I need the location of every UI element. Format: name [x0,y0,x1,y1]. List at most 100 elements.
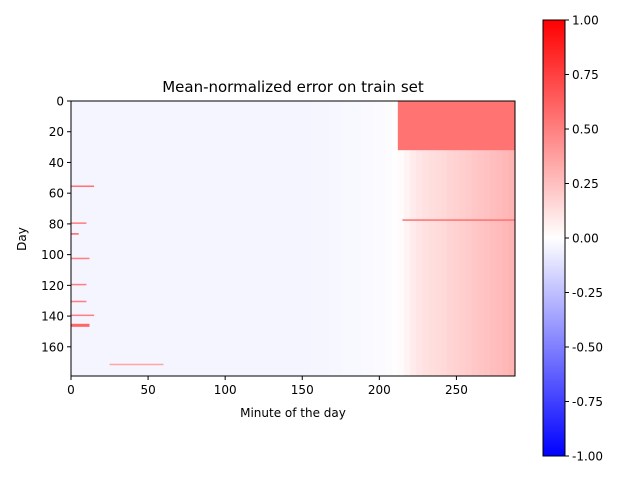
heatmap-column [108,101,115,376]
heatmap-column [416,101,424,376]
heatmap-column [89,101,97,376]
heatmap-column [360,101,368,376]
colorbar-tick-label: 1.00 [572,14,599,28]
heatmap-column [471,101,479,376]
heatmap-column [219,101,226,376]
heatmap-column [262,101,269,376]
heatmap-column [379,101,387,376]
heatmap-column [194,101,202,376]
y-tick-label: 160 [41,340,64,354]
x-tick-label: 150 [291,383,314,397]
heatmap-column [249,101,257,376]
x-axis-label: Minute of the day [240,406,346,420]
heatmap-column [182,101,189,376]
heatmap-column [410,101,417,376]
heatmap-column [101,101,109,376]
heatmap-column [151,101,158,376]
heatmap-column [367,101,374,376]
heatmap-column [508,101,515,376]
heatmap-column [200,101,208,376]
heatmap-column [120,101,128,376]
heatmap-column [206,101,214,376]
heatmap-band [109,363,164,366]
heatmap-column [373,101,380,376]
heatmap-column [77,101,84,376]
heatmap-column [256,101,263,376]
x-tick-label: 0 [67,383,75,397]
heatmap-column [299,101,306,376]
heatmap-column [434,101,442,376]
heatmap-column [459,101,467,376]
heatmap-column [311,101,319,376]
heatmap-column [163,101,171,376]
heatmap-band [397,101,515,151]
y-axis-ticks: 0 20 40 60 80 100 120 140 160 [41,95,71,354]
heatmap-column [145,101,152,376]
heatmap-column [490,101,498,376]
heatmap-band [71,233,79,235]
y-tick-label: 140 [41,310,64,324]
heatmap-column [268,101,276,376]
y-tick-label: 20 [49,125,64,139]
heatmap-band [71,283,87,286]
heatmap-column [305,101,313,376]
heatmap-column [391,101,399,376]
heatmap-band [71,323,90,327]
y-tick-label: 0 [56,95,64,109]
colorbar-ticks: 1.00 0.75 0.50 0.25 0.00 -0.25 -0.50 -0.75 -1.00 [565,14,603,464]
heatmap-column [126,101,134,376]
heatmap-column [441,101,448,376]
heatmap-band [71,314,95,317]
colorbar [542,19,566,457]
colorbar-tick-label: 0.50 [572,123,599,137]
heatmap-column [95,101,103,376]
x-tick-label: 200 [368,383,391,397]
heatmap-column [447,101,454,376]
heatmap-column [336,101,343,376]
colorbar-tick-label: -0.75 [572,395,603,409]
heatmap-column [212,101,220,376]
heatmap-column [132,101,140,376]
heatmap-column [453,101,461,376]
heatmap-column [293,101,300,376]
y-axis-label: Day [15,227,29,251]
heatmap-column [157,101,165,376]
x-axis-ticks: 0 50 100 150 200 250 [67,376,468,397]
colorbar-tick-label: 0.25 [572,177,599,191]
heatmap-column [188,101,195,376]
x-tick-label: 250 [445,383,468,397]
heatmap-column [484,101,491,376]
heatmap-column [71,101,78,376]
heatmap-column [348,101,356,376]
heatmap-column [114,101,121,376]
heatmap-column [428,101,436,376]
heatmap-band [71,257,90,260]
heatmap-column [237,101,245,376]
y-tick-label: 60 [49,187,64,201]
heatmap-column [502,101,510,376]
colorbar-tick-label: -1.00 [572,450,603,464]
heatmap-column [169,101,177,376]
heatmap-column [225,101,232,376]
heatmap-column [274,101,282,376]
heatmap-column [397,101,405,376]
heatmap-cells [71,101,515,376]
colorbar-tick-label: 0.75 [572,68,599,82]
heatmap-column [138,101,146,376]
y-tick-label: 80 [49,217,64,231]
heatmap-column [317,101,325,376]
heatmap-column [422,101,430,376]
plot-frame [70,100,516,377]
heatmap-column [354,101,362,376]
chart-title: Mean-normalized error on train set [162,78,424,96]
y-tick-label: 120 [41,279,64,293]
heatmap-column [385,101,393,376]
heatmap-column [496,101,504,376]
heatmap-column [231,101,239,376]
heatmap-column [175,101,183,376]
heatmap-column [83,101,91,376]
heatmap-band [402,219,515,221]
x-tick-label: 50 [140,383,155,397]
colorbar-tick-label: -0.50 [572,341,603,355]
